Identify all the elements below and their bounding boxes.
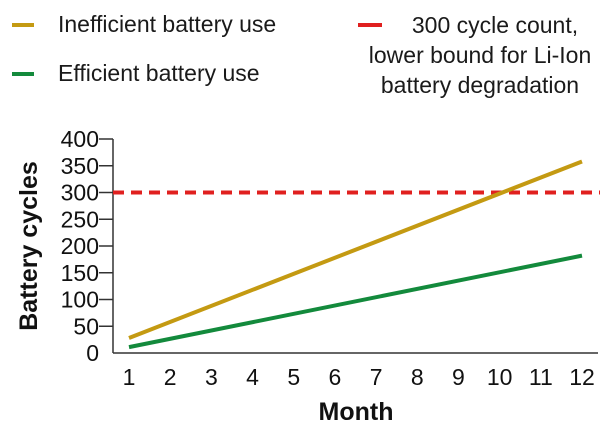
legend-swatch-efficient [12,72,34,76]
legend-threshold-line2: lower bound for Li-Ion [368,42,592,68]
y-tick-label: 200 [61,233,99,259]
x-tick-label: 1 [123,364,136,390]
legend-swatch-inefficient [12,23,34,27]
x-axis-title: Month [319,398,394,426]
y-tick-label: 400 [61,126,99,152]
x-tick-label: 9 [452,364,465,390]
x-tick-label: 3 [205,364,218,390]
legend-label-efficient: Efficient battery use [58,60,260,86]
x-tick-label: 7 [370,364,383,390]
legend-swatch-threshold [358,23,382,27]
x-tick-label: 8 [411,364,424,390]
y-tick-label: 250 [61,206,99,232]
series-line-efficient [128,253,583,350]
legend-threshold-line3: battery degradation [380,72,580,98]
x-tick-label: 2 [164,364,177,390]
x-tick-label: 10 [487,364,513,390]
x-tick-label: 6 [329,364,342,390]
y-axis-title: Battery cycles [15,161,43,331]
x-tick-label: 11 [529,364,553,390]
series-line-inefficient [128,159,583,340]
x-tick-label: 4 [246,364,259,390]
y-tick-label: 350 [61,153,99,179]
y-tick-label: 150 [61,260,99,286]
y-tick-label: 50 [73,313,99,339]
x-tick-label: 5 [287,364,300,390]
x-tick-label: 12 [569,364,595,390]
y-tick-label: 100 [61,287,99,313]
legend-threshold-line1: 300 cycle count, [411,12,579,38]
y-tick-label: 0 [86,340,99,366]
legend-label-threshold: 300 cycle count, lower bound for Li-Ion … [360,10,600,100]
legend-label-inefficient: Inefficient battery use [58,11,277,37]
y-tick-label: 300 [61,180,99,206]
